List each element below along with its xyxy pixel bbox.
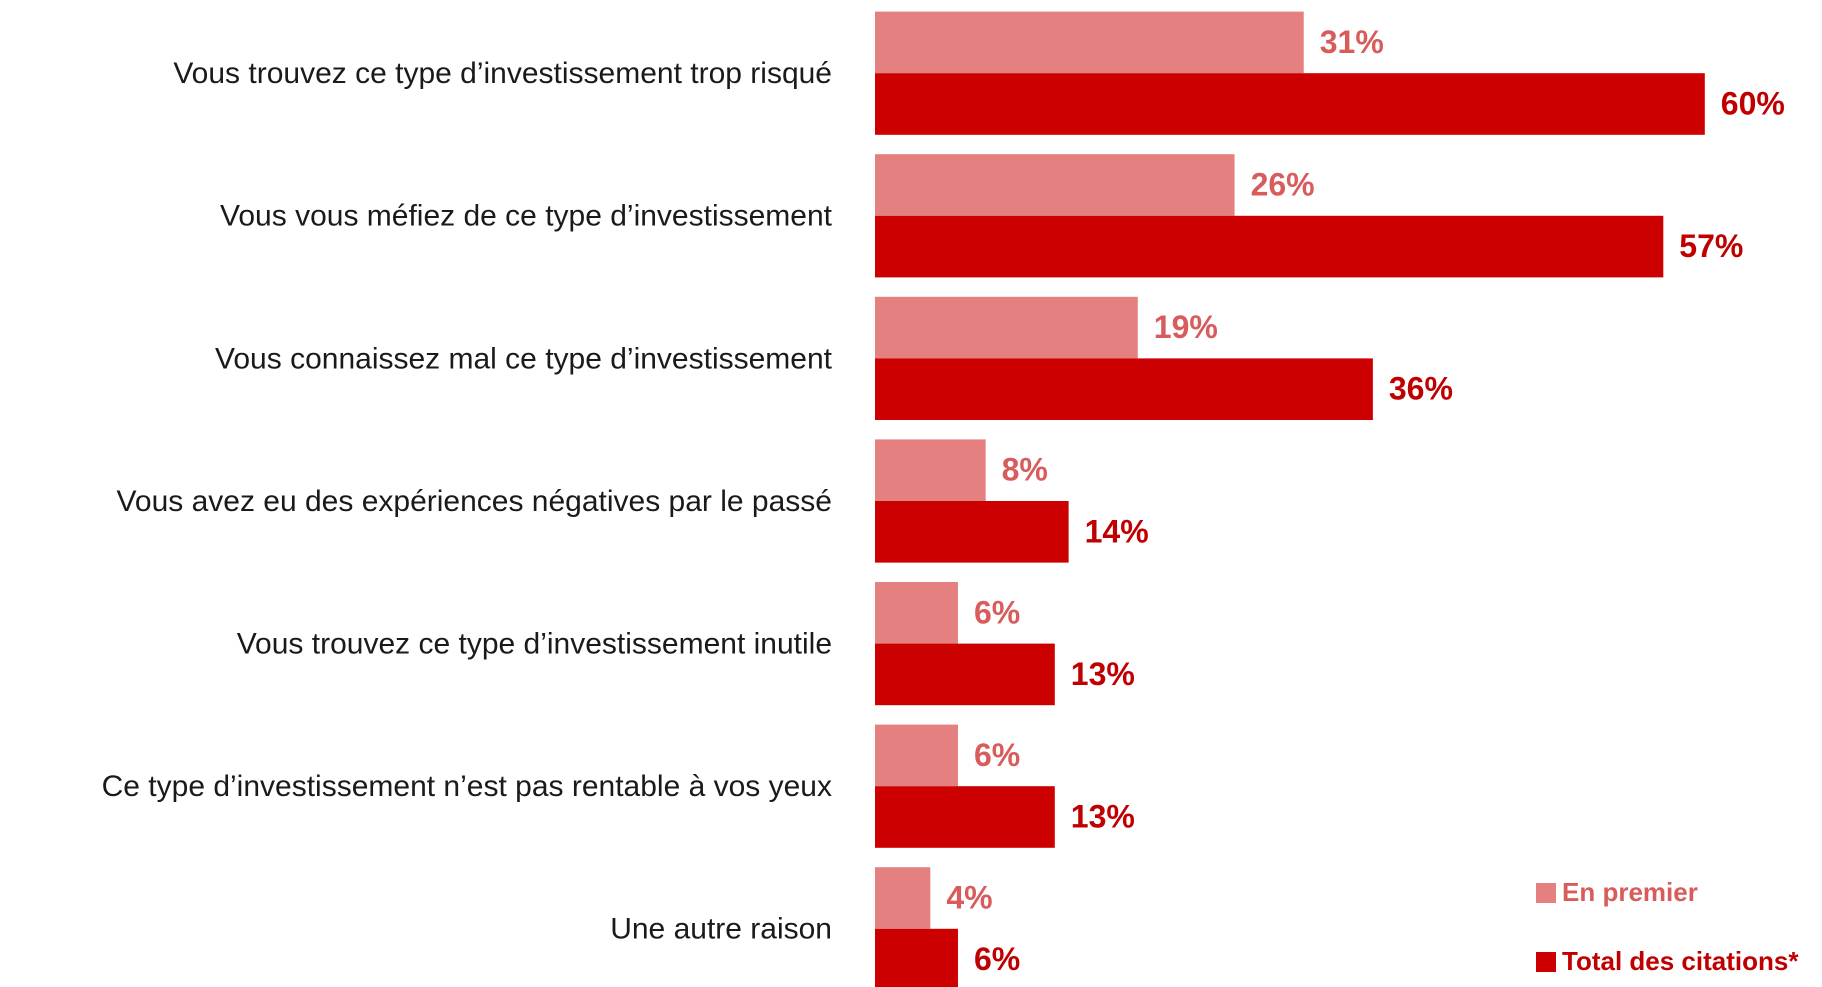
legend-swatch — [1536, 952, 1556, 972]
legend-label: Total des citations* — [1562, 946, 1799, 976]
value-label: 31% — [1320, 24, 1384, 60]
bar — [875, 11, 1304, 74]
bar — [875, 724, 958, 787]
bar — [875, 867, 931, 929]
category-label: Vous connaissez mal ce type d’investisse… — [215, 342, 833, 375]
legend-swatch — [1536, 883, 1556, 903]
value-label: 6% — [974, 594, 1020, 630]
category-label: Vous avez eu des expériences négatives p… — [117, 485, 832, 518]
bar — [875, 643, 1055, 706]
value-label: 6% — [974, 737, 1020, 773]
value-label: 13% — [1071, 798, 1135, 834]
value-label: 4% — [946, 879, 992, 915]
value-label: 13% — [1071, 656, 1135, 692]
value-label: 14% — [1085, 513, 1149, 549]
value-label: 36% — [1389, 371, 1453, 407]
bar — [875, 358, 1373, 420]
category-label: Vous trouvez ce type d’investissement in… — [237, 628, 832, 661]
bar — [875, 582, 958, 644]
legend-label: En premier — [1562, 877, 1698, 907]
bar — [875, 296, 1138, 359]
value-label: 26% — [1251, 166, 1315, 202]
bar — [875, 786, 1055, 848]
category-label: Vous vous méfiez de ce type d’investisse… — [220, 200, 833, 233]
category-label: Une autre raison — [610, 913, 832, 946]
value-label: 60% — [1721, 85, 1785, 121]
value-label: 6% — [974, 941, 1020, 977]
value-label: 8% — [1002, 452, 1048, 488]
value-label: 19% — [1154, 309, 1218, 345]
bar — [875, 439, 986, 501]
bar — [875, 154, 1235, 216]
value-label: 57% — [1679, 228, 1743, 264]
bar — [875, 501, 1069, 563]
bar — [875, 73, 1705, 135]
category-label: Vous trouvez ce type d’investissement tr… — [173, 57, 832, 90]
bar — [875, 215, 1664, 278]
category-label: Ce type d’investissement n’est pas renta… — [102, 770, 832, 803]
bar — [875, 928, 958, 987]
